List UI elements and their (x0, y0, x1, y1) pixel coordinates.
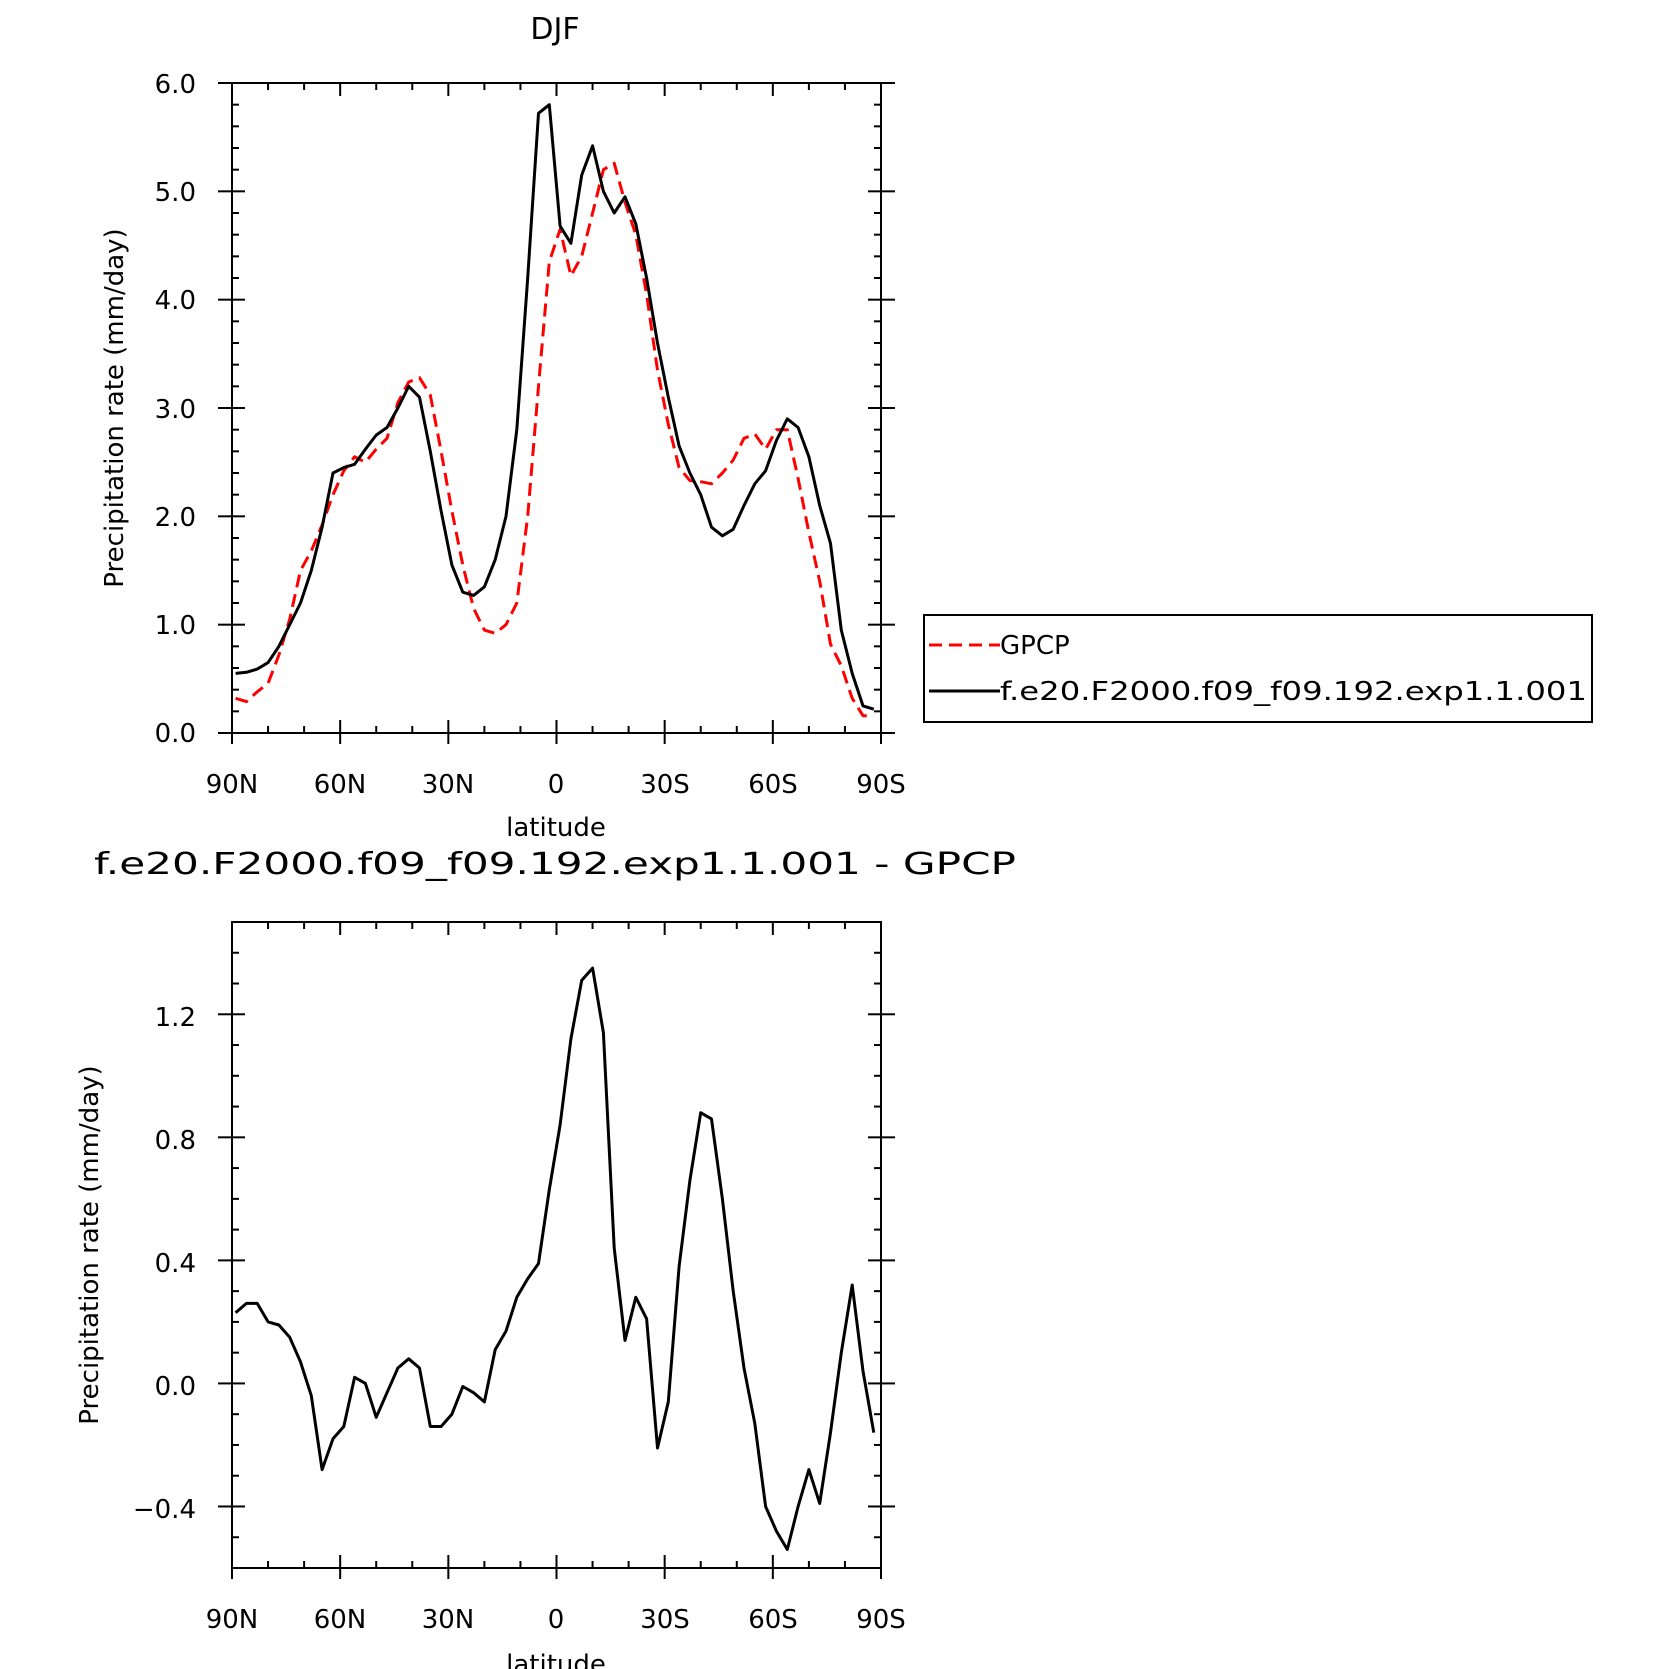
difference-y-tick-labels: −0.4 0.0 0.4 0.8 1.2 (133, 1003, 196, 1525)
series-line-gpcp (235, 161, 874, 718)
y-tick-label-0: 0.0 (155, 719, 196, 749)
difference-ticks (218, 921, 895, 1579)
series-line-model (235, 103, 875, 711)
difference-panel: f.e20.F2000.f09_f09.192.exp1.1.001 - GPC… (75, 847, 1016, 1669)
x-tick-label-30n: 30N (422, 1605, 475, 1635)
difference-series-lines (234, 966, 876, 1551)
y-tick-label-3: 3.0 (155, 395, 196, 425)
difference-plot-frame (231, 921, 882, 1569)
x-tick-label-90s: 90S (856, 770, 906, 800)
difference-x-tick-labels: 90N 60N 30N 0 30S 60S 90S (206, 1605, 906, 1635)
x-tick-label-30s: 30S (640, 770, 690, 800)
djf-x-axis-label: latitude (506, 813, 606, 843)
y-tick-label-1.2: 1.2 (155, 1003, 196, 1033)
x-tick-label-0: 0 (548, 1605, 565, 1635)
y-tick-label-6: 6.0 (155, 70, 196, 100)
x-tick-label-60n: 60N (314, 1605, 367, 1635)
y-tick-label-0.4: 0.4 (155, 1249, 196, 1279)
legend-label-gpcp: GPCP (1000, 631, 1070, 661)
x-tick-label-60s: 60S (748, 1605, 798, 1635)
x-tick-label-0: 0 (548, 770, 565, 800)
difference-title: f.e20.F2000.f09_f09.192.exp1.1.001 - GPC… (94, 847, 1016, 882)
series-line-difference (234, 966, 876, 1551)
djf-y-axis-label: Precipitation rate (mm/day) (100, 228, 130, 587)
legend-box (923, 614, 1593, 723)
difference-x-axis-label: latitude (506, 1650, 606, 1669)
legend: GPCP f.e20.F2000.f09_f09.192.exp1.1.001 (923, 614, 1593, 723)
djf-title: DJF (530, 12, 579, 47)
x-tick-label-30s: 30S (640, 1605, 690, 1635)
x-tick-label-60n: 60N (314, 770, 367, 800)
djf-ticks (218, 82, 895, 744)
x-tick-label-30n: 30N (422, 770, 475, 800)
x-tick-label-90n: 90N (206, 1605, 259, 1635)
x-tick-label-90s: 90S (856, 1605, 906, 1635)
djf-series-lines (235, 103, 875, 718)
y-tick-label-4: 4.0 (155, 286, 196, 316)
difference-y-axis-label: Precipitation rate (mm/day) (75, 1065, 105, 1424)
y-tick-label-2: 2.0 (155, 503, 196, 533)
legend-label-model: f.e20.F2000.f09_f09.192.exp1.1.001 (1000, 677, 1587, 707)
y-tick-label-0.8: 0.8 (155, 1126, 196, 1156)
y-tick-label-minus-0.4: −0.4 (133, 1495, 196, 1525)
x-tick-label-60s: 60S (748, 770, 798, 800)
djf-x-tick-labels: 90N 60N 30N 0 30S 60S 90S (206, 770, 906, 800)
y-tick-label-0.0: 0.0 (155, 1372, 196, 1402)
x-tick-label-90n: 90N (206, 770, 259, 800)
djf-y-tick-labels: 0.0 1.0 2.0 3.0 4.0 5.0 6.0 (155, 70, 196, 749)
djf-panel: DJF 90N 60N 30N 0 30S 60S 90S 0.0 1.0 2.… (100, 12, 1593, 843)
y-tick-label-5: 5.0 (155, 178, 196, 208)
y-tick-label-1: 1.0 (155, 611, 196, 641)
